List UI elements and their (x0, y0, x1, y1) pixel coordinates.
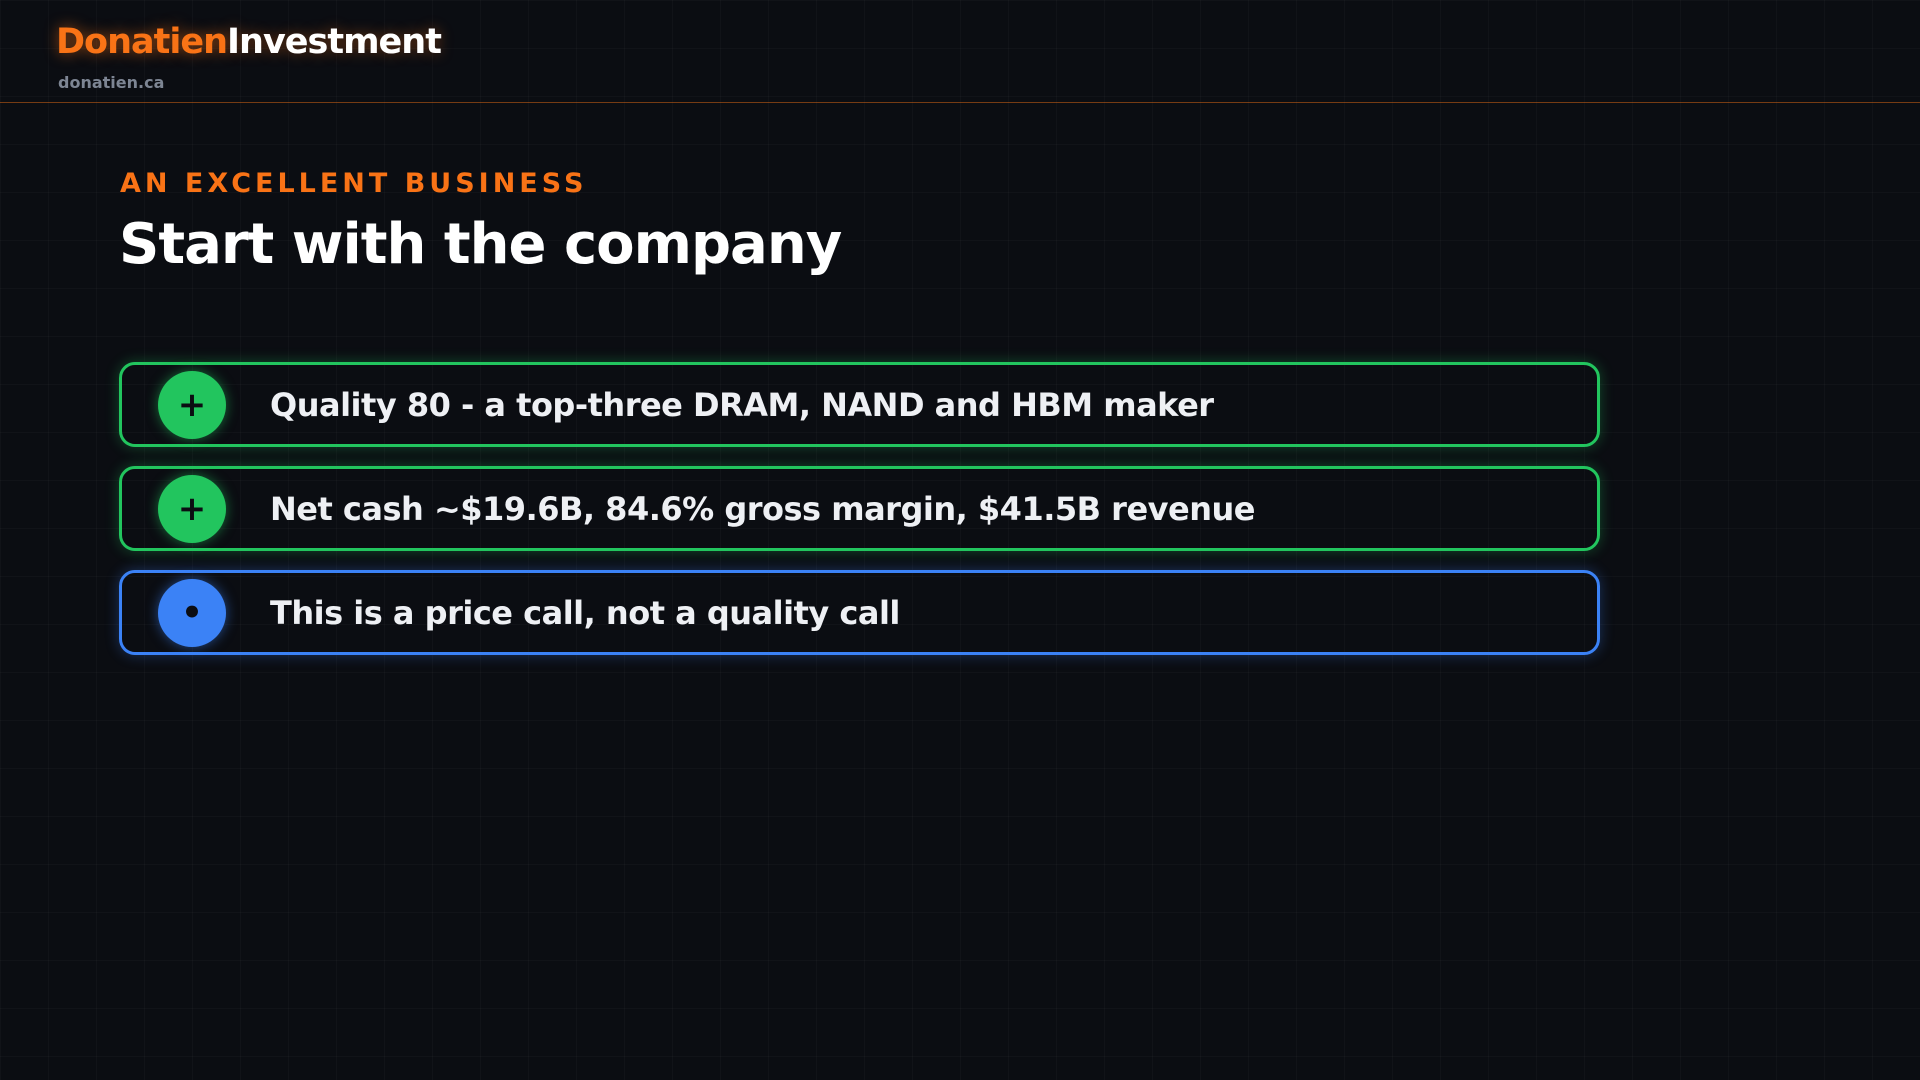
kicker: AN EXCELLENT BUSINESS (120, 168, 588, 199)
brand: DonatienInvestment (56, 22, 442, 62)
item-card: + Quality 80 - a top-three DRAM, NAND and… (119, 362, 1600, 447)
header-rule (0, 102, 1920, 103)
item-text: Quality 80 - a top-three DRAM, NAND and … (270, 385, 1214, 424)
item-text: This is a price call, not a quality call (270, 593, 900, 632)
brand-secondary: Investment (227, 22, 442, 62)
item-list: + Quality 80 - a top-three DRAM, NAND and… (119, 362, 1600, 674)
item-icon: + (158, 474, 226, 543)
slide-title: Start with the company (119, 212, 842, 277)
item-text: Net cash ~$19.6B, 84.6% gross margin, $4… (270, 489, 1255, 528)
item-card: + Net cash ~$19.6B, 84.6% gross margin, $… (119, 466, 1600, 551)
site-url: donatien.ca (58, 73, 165, 92)
brand-primary: Donatien (56, 22, 228, 62)
item-icon: • (158, 578, 226, 647)
item-card: • This is a price call, not a quality cal… (119, 570, 1600, 655)
item-icon: + (158, 370, 226, 439)
